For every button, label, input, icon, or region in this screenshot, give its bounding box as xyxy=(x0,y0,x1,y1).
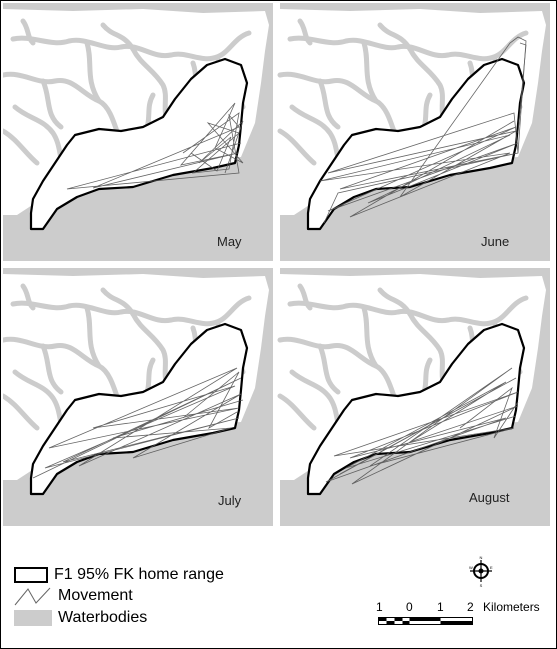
river xyxy=(40,343,64,395)
scale-tick-1: 1 xyxy=(437,600,444,614)
month-label-july: July xyxy=(218,493,242,508)
river xyxy=(10,300,174,324)
movement-path xyxy=(32,367,244,479)
map-august xyxy=(277,268,550,526)
map-panel-june: June xyxy=(277,3,553,261)
home-range-outline xyxy=(306,57,526,231)
river xyxy=(297,18,313,46)
river xyxy=(3,128,40,166)
movement-path xyxy=(459,386,519,439)
movement-paths xyxy=(319,36,527,224)
river xyxy=(361,40,379,104)
month-label-may: May xyxy=(217,234,242,249)
map-may xyxy=(3,3,273,261)
movement-path xyxy=(182,371,240,430)
river xyxy=(100,22,136,52)
movement-path xyxy=(319,36,527,224)
legend-item-movement: Movement xyxy=(14,586,133,606)
river xyxy=(287,300,451,324)
movement-path xyxy=(66,102,244,190)
river xyxy=(84,305,102,369)
river xyxy=(20,283,36,311)
map-panel-july: July xyxy=(3,268,273,526)
river xyxy=(377,287,413,317)
river xyxy=(297,283,313,311)
river xyxy=(317,78,341,130)
legend-label-home-range: F1 95% FK home range xyxy=(54,566,224,583)
river xyxy=(287,35,451,59)
waterbodies-swatch xyxy=(14,610,52,626)
river xyxy=(20,18,36,46)
movement-path xyxy=(190,120,244,174)
river xyxy=(100,287,136,317)
movement-path xyxy=(325,367,519,485)
scale-tick-0: 0 xyxy=(406,600,413,614)
river xyxy=(361,305,379,369)
compass-icon: N S W E xyxy=(469,555,493,588)
home-range-swatch xyxy=(14,567,48,583)
river xyxy=(377,22,413,52)
river xyxy=(277,393,317,431)
map-panel-august: August xyxy=(277,268,553,526)
movement-swatch xyxy=(14,587,51,606)
movement-path xyxy=(517,42,527,134)
legend-label-movement: Movement xyxy=(58,587,133,604)
movement-paths xyxy=(325,367,519,485)
river xyxy=(317,343,341,395)
legend-item-home-range: F1 95% FK home range xyxy=(14,566,224,584)
river xyxy=(84,40,102,104)
river xyxy=(10,35,174,59)
month-label-august: August xyxy=(469,490,510,505)
south-letter: S xyxy=(480,583,483,587)
river xyxy=(3,71,124,146)
river xyxy=(277,336,401,411)
river xyxy=(40,78,64,130)
scale-unit: Kilometers xyxy=(483,600,540,614)
river xyxy=(3,336,124,411)
river xyxy=(277,128,317,166)
movement-paths xyxy=(32,367,244,479)
scale-bar-graphic xyxy=(378,617,473,625)
river xyxy=(277,71,401,146)
month-label-june: June xyxy=(481,234,510,249)
east-letter: E xyxy=(490,565,493,570)
map-july xyxy=(3,268,273,526)
movement-paths xyxy=(66,102,244,190)
map-june xyxy=(277,3,550,261)
home-range-outline xyxy=(29,57,249,231)
scale-tick-1-left: 1 xyxy=(376,600,383,614)
legend: F1 95% FK home range Movement Waterbodie… xyxy=(0,530,557,649)
river xyxy=(3,393,40,431)
legend-item-waterbodies: Waterbodies xyxy=(14,609,147,627)
legend-label-waterbodies: Waterbodies xyxy=(58,609,148,626)
west-letter: W xyxy=(469,565,473,570)
map-panel-may: May xyxy=(3,3,273,261)
north-arrow: N S W E xyxy=(468,555,494,592)
scale-tick-2: 2 xyxy=(467,600,474,614)
north-letter: N xyxy=(480,555,483,560)
